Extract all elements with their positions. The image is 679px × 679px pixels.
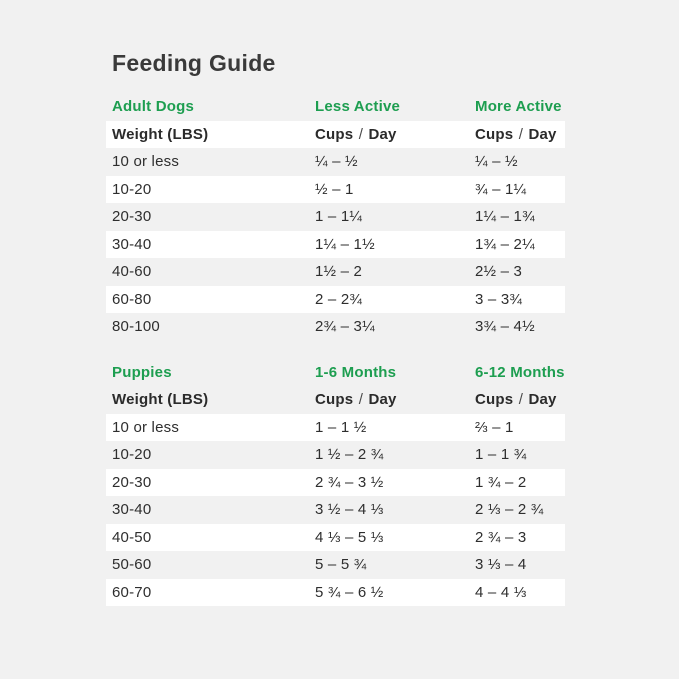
months-6-12-cell: 1 ¾ – 2 bbox=[475, 473, 527, 491]
weight-cell: 60-80 bbox=[112, 290, 152, 308]
table-row: 60-80 2 – 2¾ 3 – 3¾ bbox=[106, 285, 565, 313]
more-active-cell: ¼ – ½ bbox=[475, 153, 518, 171]
cups-label: Cups bbox=[315, 125, 354, 143]
cups-day-header-cell: Cups / Day bbox=[475, 126, 565, 143]
weight-cell: 20-30 bbox=[112, 208, 152, 226]
day-label: Day bbox=[368, 125, 397, 143]
table-row: 30-40 3 ½ – 4 ⅓ 2 ⅓ – 2 ¾ bbox=[106, 496, 565, 524]
weight-header-cell: Weight (LBS) bbox=[112, 391, 209, 409]
cups-label: Cups bbox=[475, 125, 514, 143]
months-1-6-cell: 1 – 1 ½ bbox=[315, 418, 367, 436]
table-row: 10 or less ¼ – ½ ¼ – ½ bbox=[106, 148, 565, 176]
weight-cell: 10-20 bbox=[112, 180, 152, 198]
weight-cell: 20-30 bbox=[112, 473, 152, 491]
more-active-cell: 2½ – 3 bbox=[475, 263, 523, 281]
cups-day-header-cell: Cups / Day bbox=[315, 391, 475, 408]
more-active-cell: 3¾ – 4½ bbox=[475, 318, 535, 336]
less-active-cell: 1 – 1¼ bbox=[315, 208, 363, 226]
day-label: Day bbox=[368, 391, 397, 409]
cups-day-header-cell: Cups / Day bbox=[475, 391, 565, 408]
months-6-12-cell: 3 ⅓ – 4 bbox=[475, 556, 527, 574]
more-active-cell: 1¾ – 2¼ bbox=[475, 235, 535, 253]
table-subheader: Weight (LBS) Cups / Day Cups / Day bbox=[106, 386, 565, 414]
weight-header-cell: Weight (LBS) bbox=[112, 125, 209, 143]
table-row: 40-50 4 ⅓ – 5 ⅓ 2 ¾ – 3 bbox=[106, 523, 565, 551]
cups-label: Cups bbox=[315, 391, 354, 409]
months-1-6-cell: 3 ½ – 4 ⅓ bbox=[315, 501, 384, 519]
column-label-1-6-months: 1-6 Months bbox=[315, 363, 397, 381]
puppies-table: Puppies 1-6 Months 6-12 Months Weight (L… bbox=[106, 359, 565, 606]
slash-divider: / bbox=[358, 125, 364, 143]
section-label-adult-dogs: Adult Dogs bbox=[112, 98, 194, 116]
months-6-12-cell: ⅔ – 1 bbox=[475, 418, 514, 436]
slash-divider: / bbox=[518, 391, 524, 409]
table-row: 20-30 1 – 1¼ 1¼ – 1¾ bbox=[106, 203, 565, 231]
weight-cell: 80-100 bbox=[112, 318, 160, 336]
less-active-cell: 1¼ – 1½ bbox=[315, 235, 375, 253]
column-label-6-12-months: 6-12 Months bbox=[475, 363, 565, 381]
less-active-cell: 2¾ – 3¼ bbox=[315, 318, 375, 336]
table-row: 10 or less 1 – 1 ½ ⅔ – 1 bbox=[106, 413, 565, 441]
weight-cell: 40-60 bbox=[112, 263, 152, 281]
months-1-6-cell: 2 ¾ – 3 ½ bbox=[315, 473, 384, 491]
months-1-6-cell: 1 ½ – 2 ¾ bbox=[315, 446, 384, 464]
months-1-6-cell: 5 ¾ – 6 ½ bbox=[315, 583, 384, 601]
adult-dogs-table: Adult Dogs Less Active More Active Weigh… bbox=[106, 93, 565, 341]
less-active-cell: 2 – 2¾ bbox=[315, 290, 363, 308]
more-active-cell: ¾ – 1¼ bbox=[475, 180, 527, 198]
less-active-cell: ¼ – ½ bbox=[315, 153, 358, 171]
adult-dogs-rows: Weight (LBS) Cups / Day Cups / Day 10 or… bbox=[106, 120, 565, 341]
day-label: Day bbox=[528, 125, 557, 143]
months-6-12-cell: 4 – 4 ⅓ bbox=[475, 583, 527, 601]
months-6-12-cell: 2 ¾ – 3 bbox=[475, 528, 527, 546]
day-label: Day bbox=[528, 391, 557, 409]
table-row: 10-20 1 ½ – 2 ¾ 1 – 1 ¾ bbox=[106, 441, 565, 469]
table-row: 80-100 2¾ – 3¼ 3¾ – 4½ bbox=[106, 313, 565, 341]
weight-cell: 10 or less bbox=[112, 153, 180, 171]
table-row: 50-60 5 – 5 ¾ 3 ⅓ – 4 bbox=[106, 551, 565, 579]
puppies-rows: Weight (LBS) Cups / Day Cups / Day 10 or… bbox=[106, 386, 565, 606]
more-active-cell: 3 – 3¾ bbox=[475, 290, 523, 308]
table-row: 60-70 5 ¾ – 6 ½ 4 – 4 ⅓ bbox=[106, 578, 565, 606]
months-1-6-cell: 5 – 5 ¾ bbox=[315, 556, 367, 574]
table-row: 40-60 1½ – 2 2½ – 3 bbox=[106, 258, 565, 286]
weight-cell: 10-20 bbox=[112, 446, 152, 464]
weight-cell: 10 or less bbox=[112, 418, 180, 436]
months-6-12-cell: 1 – 1 ¾ bbox=[475, 446, 527, 464]
months-6-12-cell: 2 ⅓ – 2 ¾ bbox=[475, 501, 544, 519]
slash-divider: / bbox=[358, 391, 364, 409]
column-label-more-active: More Active bbox=[475, 98, 562, 116]
weight-cell: 50-60 bbox=[112, 556, 152, 574]
table-row: 20-30 2 ¾ – 3 ½ 1 ¾ – 2 bbox=[106, 468, 565, 496]
cups-label: Cups bbox=[475, 391, 514, 409]
more-active-cell: 1¼ – 1¾ bbox=[475, 208, 535, 226]
table-row: 30-40 1¼ – 1½ 1¾ – 2¼ bbox=[106, 230, 565, 258]
puppies-section-header: Puppies 1-6 Months 6-12 Months bbox=[106, 359, 565, 387]
adult-dogs-section-header: Adult Dogs Less Active More Active bbox=[106, 93, 565, 121]
table-subheader: Weight (LBS) Cups / Day Cups / Day bbox=[106, 120, 565, 148]
column-label-less-active: Less Active bbox=[315, 98, 401, 116]
months-1-6-cell: 4 ⅓ – 5 ⅓ bbox=[315, 528, 384, 546]
weight-cell: 60-70 bbox=[112, 583, 152, 601]
less-active-cell: 1½ – 2 bbox=[315, 263, 363, 281]
weight-cell: 40-50 bbox=[112, 528, 152, 546]
less-active-cell: ½ – 1 bbox=[315, 180, 354, 198]
section-label-puppies: Puppies bbox=[112, 363, 172, 381]
cups-day-header-cell: Cups / Day bbox=[315, 126, 475, 143]
weight-cell: 30-40 bbox=[112, 501, 152, 519]
slash-divider: / bbox=[518, 125, 524, 143]
page-title: Feeding Guide bbox=[112, 50, 276, 76]
weight-cell: 30-40 bbox=[112, 235, 152, 253]
table-row: 10-20 ½ – 1 ¾ – 1¼ bbox=[106, 175, 565, 203]
